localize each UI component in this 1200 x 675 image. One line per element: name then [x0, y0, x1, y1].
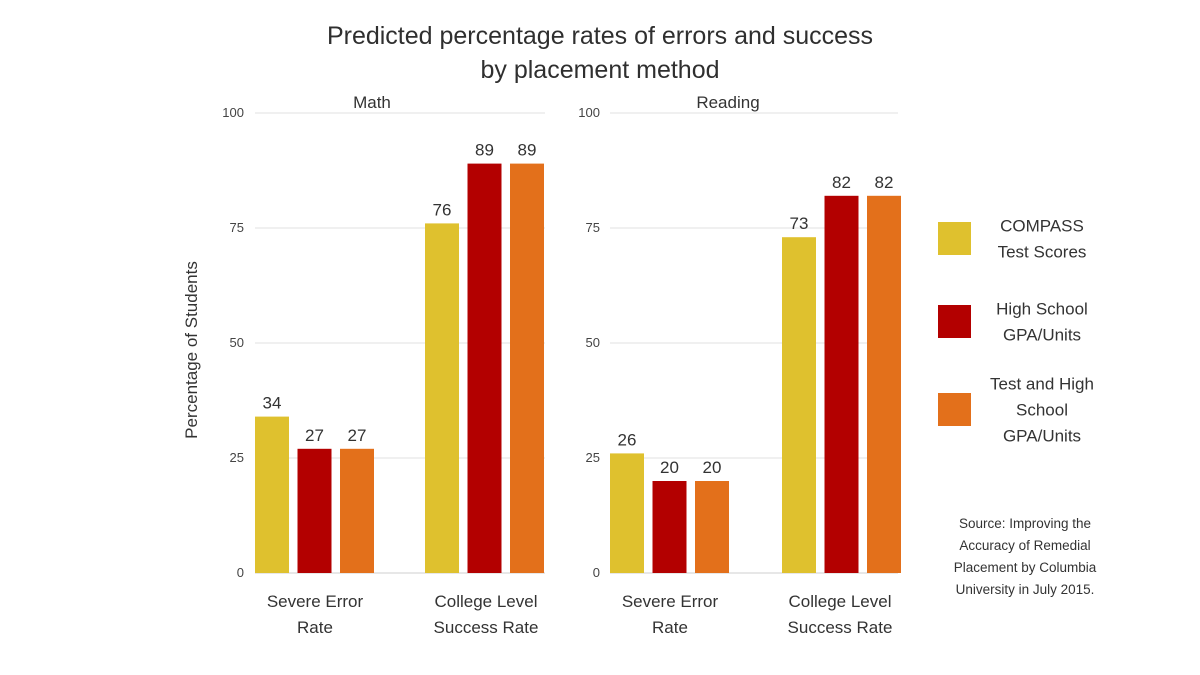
math-data-label-0-1: 27 [305, 426, 324, 445]
reading-category-label-1-line-1: College Level [788, 592, 891, 611]
legend-label-3-line-3: GPA/Units [1003, 427, 1081, 446]
reading-bar-0-1 [652, 481, 687, 573]
source-note-line-1: Source: Improving the [959, 516, 1091, 531]
math-data-label-0-2: 27 [348, 426, 367, 445]
math-bar-0-2 [340, 448, 374, 573]
reading-bar-0-0 [610, 453, 644, 573]
reading-category-label-0-line-2: Rate [652, 618, 688, 637]
reading-bar-1-1 [824, 195, 859, 574]
reading-bar-1-2 [867, 195, 901, 574]
legend-label-1-line-2: Test Scores [998, 243, 1087, 262]
reading-bar-1-0 [782, 237, 816, 573]
reading-data-label-1-2: 82 [875, 173, 894, 192]
math-category-label-1-line-2: Success Rate [434, 618, 539, 637]
math-y-tick-0: 0 [237, 565, 244, 580]
source-note-line-4: University in July 2015. [956, 582, 1095, 597]
math-bar-0-0 [255, 416, 289, 573]
legend-label-2-line-2: GPA/Units [1003, 326, 1081, 345]
reading-y-tick-50: 50 [586, 335, 600, 350]
panel-title-reading: Reading [696, 93, 759, 112]
source-note-line-3: Placement by Columbia [954, 560, 1097, 575]
math-bar-0-1 [297, 448, 332, 573]
reading-bar-0-2 [695, 481, 729, 573]
reading-category-label-0-line-1: Severe Error [622, 592, 719, 611]
legend-label-1-line-1: COMPASS [1000, 217, 1084, 236]
math-y-tick-25: 25 [230, 450, 244, 465]
math-category-label-0-line-2: Rate [297, 618, 333, 637]
legend-swatch-1 [938, 222, 971, 255]
y-axis-label: Percentage of Students [182, 261, 201, 439]
math-y-tick-50: 50 [230, 335, 244, 350]
reading-data-label-1-1: 82 [832, 173, 851, 192]
source-note-line-2: Accuracy of Remedial [959, 538, 1090, 553]
chart-title-line-1: Predicted percentage rates of errors and… [327, 22, 873, 50]
math-y-tick-100: 100 [222, 105, 244, 120]
reading-category-label-1-line-2: Success Rate [788, 618, 893, 637]
reading-y-tick-25: 25 [586, 450, 600, 465]
reading-data-label-1-0: 73 [790, 214, 809, 233]
legend-label-3-line-1: Test and High [990, 375, 1094, 394]
legend-label-2-line-1: High School [996, 300, 1088, 319]
reading-data-label-0-0: 26 [618, 430, 637, 449]
reading-data-label-0-2: 20 [703, 458, 722, 477]
math-category-label-1-line-1: College Level [434, 592, 537, 611]
legend-swatch-2 [938, 305, 971, 338]
legend-label-3-line-2: School [1016, 401, 1068, 420]
math-bar-1-0 [425, 223, 459, 573]
math-bar-1-2 [510, 163, 544, 573]
math-category-label-0-line-1: Severe Error [267, 592, 364, 611]
math-data-label-1-1: 89 [475, 141, 494, 160]
math-data-label-0-0: 34 [263, 394, 282, 413]
math-data-label-1-0: 76 [433, 200, 452, 219]
math-bar-1-1 [467, 163, 502, 573]
reading-y-tick-75: 75 [586, 220, 600, 235]
math-data-label-1-2: 89 [518, 141, 537, 160]
chart-title-line-2: by placement method [480, 56, 719, 84]
panel-title-math: Math [353, 93, 391, 112]
reading-y-tick-100: 100 [578, 105, 600, 120]
legend-swatch-3 [938, 393, 971, 426]
reading-y-tick-0: 0 [593, 565, 600, 580]
math-y-tick-75: 75 [230, 220, 244, 235]
reading-data-label-0-1: 20 [660, 458, 679, 477]
